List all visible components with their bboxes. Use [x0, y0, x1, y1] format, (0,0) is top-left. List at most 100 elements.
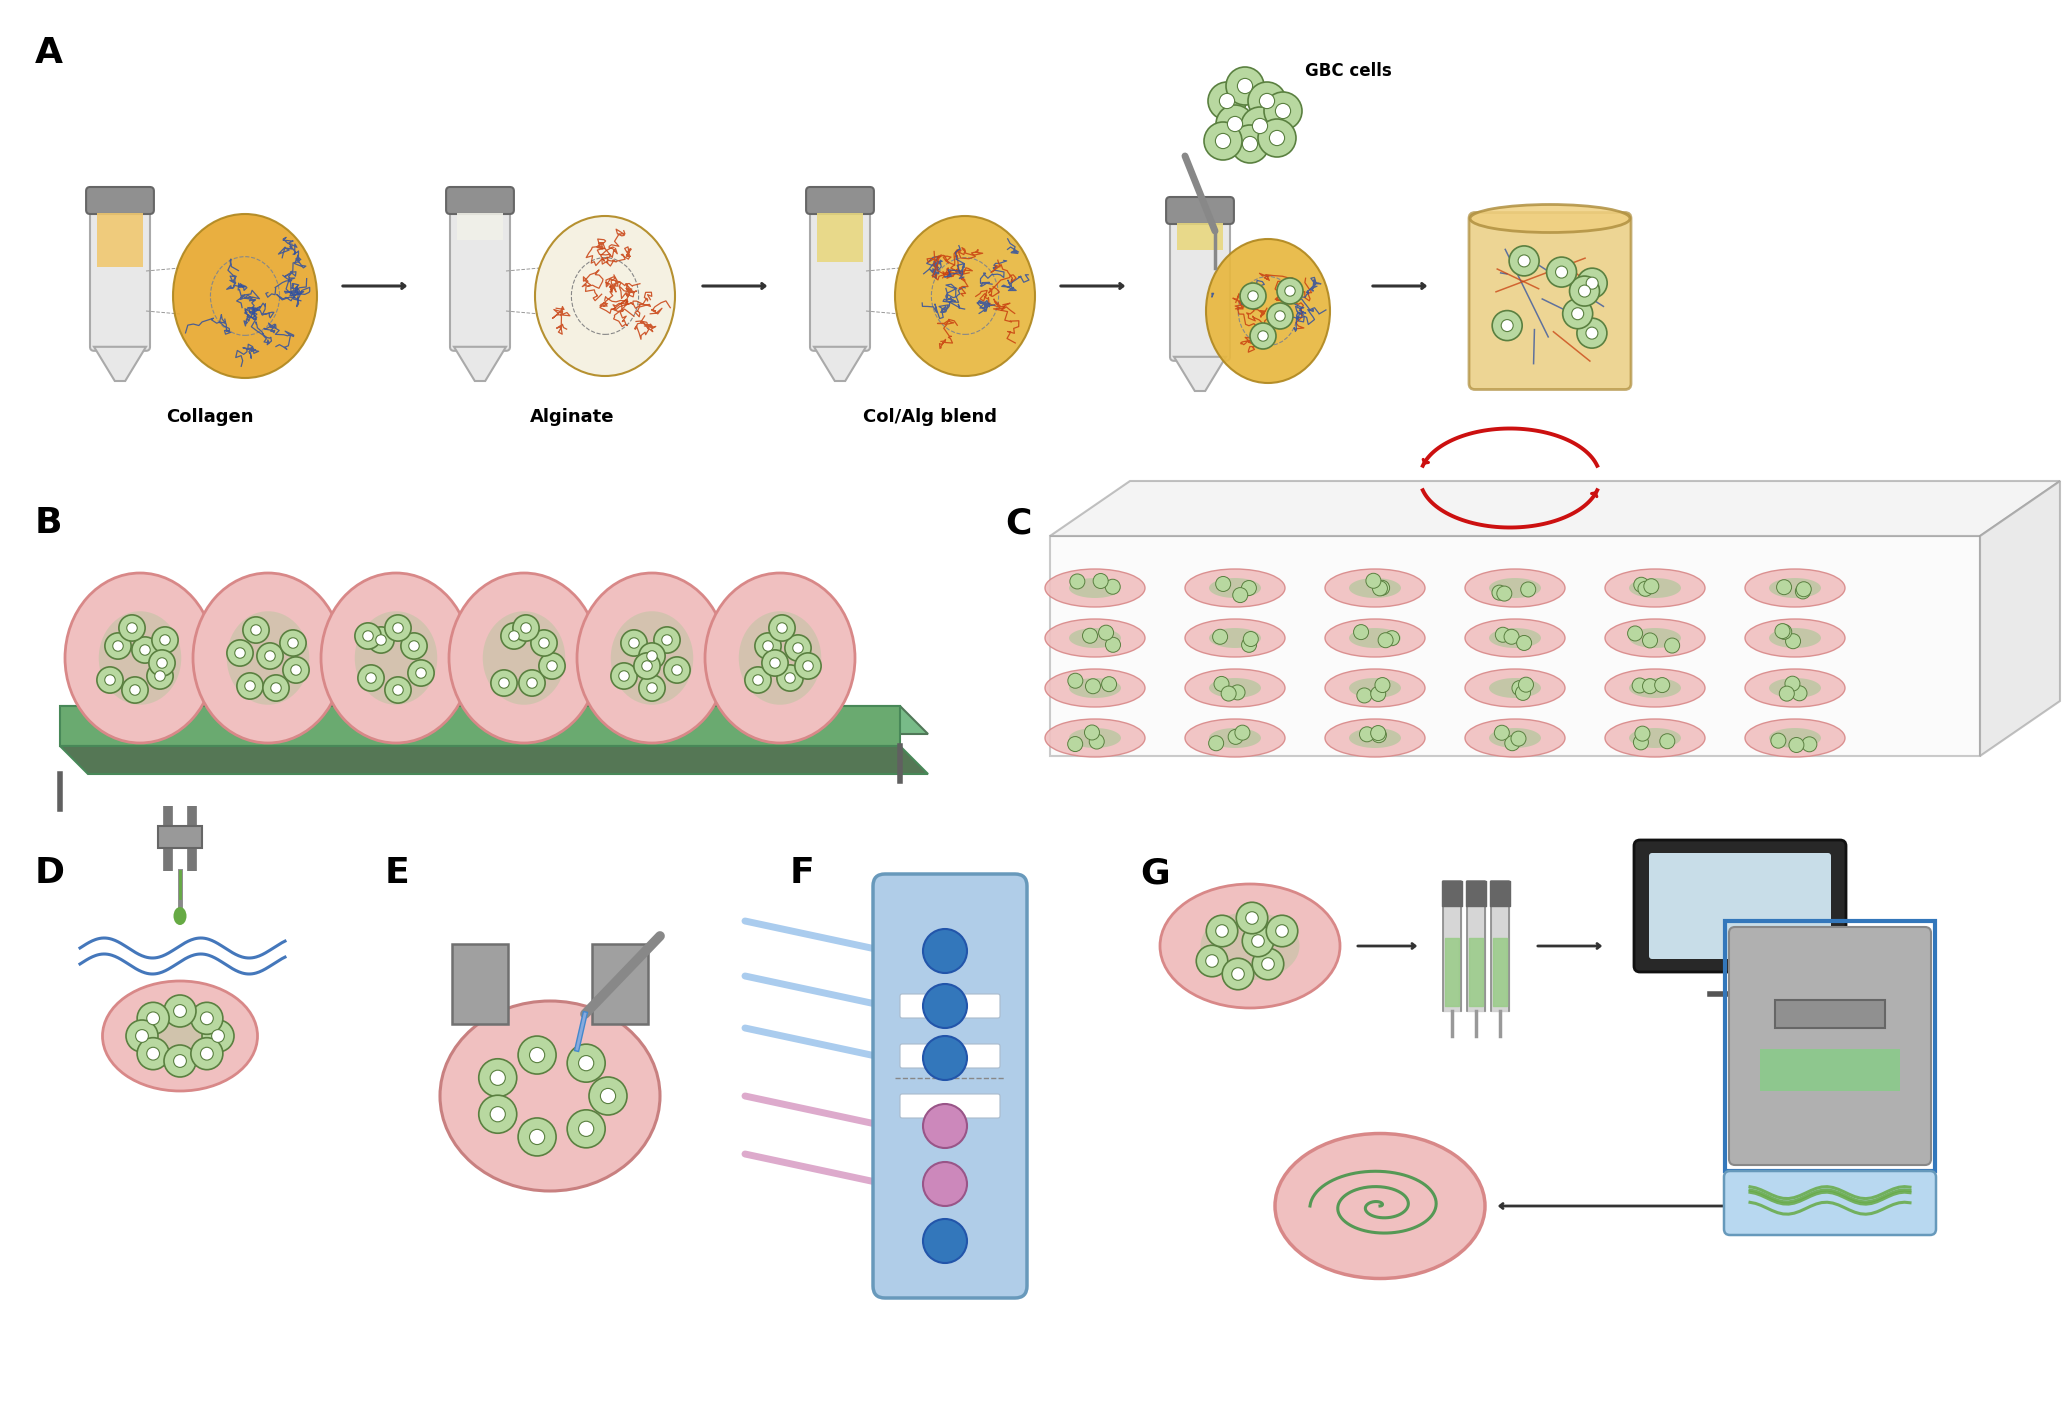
Circle shape	[1375, 581, 1389, 595]
Ellipse shape	[1745, 569, 1846, 607]
Circle shape	[924, 1161, 967, 1206]
Ellipse shape	[1488, 728, 1542, 748]
Ellipse shape	[1069, 578, 1120, 598]
Circle shape	[97, 666, 124, 693]
Circle shape	[1267, 304, 1294, 329]
Ellipse shape	[1069, 628, 1120, 648]
Circle shape	[802, 661, 812, 671]
Circle shape	[924, 984, 967, 1028]
Circle shape	[366, 672, 376, 683]
Circle shape	[777, 665, 804, 692]
Circle shape	[1515, 685, 1530, 700]
Circle shape	[1505, 735, 1519, 751]
Circle shape	[490, 1107, 504, 1122]
Circle shape	[1222, 959, 1255, 990]
Bar	[1176, 224, 1224, 250]
Circle shape	[1207, 82, 1246, 120]
Circle shape	[639, 643, 666, 669]
Circle shape	[200, 1012, 213, 1025]
FancyBboxPatch shape	[1724, 1171, 1937, 1234]
Polygon shape	[1050, 481, 2061, 536]
Circle shape	[618, 671, 628, 682]
Polygon shape	[1980, 481, 2061, 756]
Circle shape	[508, 631, 519, 641]
Ellipse shape	[1470, 204, 1631, 232]
Circle shape	[287, 638, 298, 648]
Ellipse shape	[320, 574, 471, 742]
Circle shape	[1069, 737, 1083, 752]
Circle shape	[1569, 276, 1600, 307]
Circle shape	[1267, 915, 1298, 946]
Bar	[457, 212, 502, 240]
Text: Collagen: Collagen	[165, 408, 254, 426]
Circle shape	[1492, 311, 1521, 340]
Circle shape	[490, 1070, 504, 1085]
Circle shape	[136, 1029, 149, 1042]
Circle shape	[271, 683, 281, 693]
Circle shape	[211, 1029, 225, 1042]
Circle shape	[672, 665, 682, 675]
Circle shape	[924, 1219, 967, 1263]
Circle shape	[519, 1118, 556, 1156]
Circle shape	[1786, 634, 1800, 648]
Circle shape	[1372, 581, 1387, 596]
Circle shape	[1786, 676, 1800, 692]
Circle shape	[664, 657, 690, 683]
Ellipse shape	[1745, 718, 1846, 756]
Circle shape	[1354, 624, 1368, 640]
Circle shape	[500, 623, 527, 650]
Ellipse shape	[1488, 578, 1542, 598]
Circle shape	[190, 1002, 223, 1035]
Circle shape	[291, 665, 302, 675]
Circle shape	[498, 678, 508, 689]
Circle shape	[1643, 633, 1658, 648]
Circle shape	[1521, 582, 1536, 598]
Circle shape	[1494, 725, 1509, 740]
Circle shape	[1248, 291, 1259, 301]
Circle shape	[1370, 728, 1387, 742]
Circle shape	[579, 1121, 593, 1136]
Circle shape	[105, 633, 130, 659]
Circle shape	[1660, 734, 1674, 749]
Circle shape	[1242, 631, 1259, 647]
Circle shape	[1253, 118, 1267, 134]
Bar	[157, 825, 203, 848]
Circle shape	[163, 995, 196, 1026]
Circle shape	[1633, 578, 1649, 592]
Circle shape	[579, 1056, 593, 1071]
Ellipse shape	[99, 612, 182, 704]
Circle shape	[529, 1047, 546, 1063]
Circle shape	[244, 681, 254, 692]
Circle shape	[147, 1047, 159, 1060]
Circle shape	[147, 662, 174, 689]
Circle shape	[409, 641, 420, 651]
Circle shape	[1643, 579, 1660, 593]
Ellipse shape	[1745, 619, 1846, 657]
Text: Col/Alg blend: Col/Alg blend	[864, 408, 996, 426]
Circle shape	[1106, 579, 1120, 595]
Ellipse shape	[1629, 628, 1680, 648]
Circle shape	[1517, 636, 1532, 651]
Circle shape	[1585, 277, 1598, 290]
Circle shape	[513, 614, 539, 641]
Ellipse shape	[64, 574, 215, 742]
Circle shape	[1776, 624, 1790, 638]
Ellipse shape	[1466, 619, 1565, 657]
Ellipse shape	[738, 612, 821, 704]
Circle shape	[1802, 737, 1817, 752]
Circle shape	[238, 673, 263, 699]
Ellipse shape	[1325, 718, 1424, 756]
Circle shape	[227, 640, 252, 666]
Circle shape	[1259, 93, 1275, 108]
Circle shape	[1213, 676, 1230, 692]
Circle shape	[796, 652, 821, 679]
FancyBboxPatch shape	[1166, 197, 1234, 224]
Ellipse shape	[440, 1001, 659, 1191]
Ellipse shape	[1209, 678, 1261, 697]
Ellipse shape	[174, 907, 186, 925]
Polygon shape	[60, 706, 928, 734]
Circle shape	[1246, 911, 1259, 924]
Circle shape	[1089, 734, 1104, 749]
Circle shape	[393, 623, 403, 633]
Circle shape	[130, 685, 141, 695]
